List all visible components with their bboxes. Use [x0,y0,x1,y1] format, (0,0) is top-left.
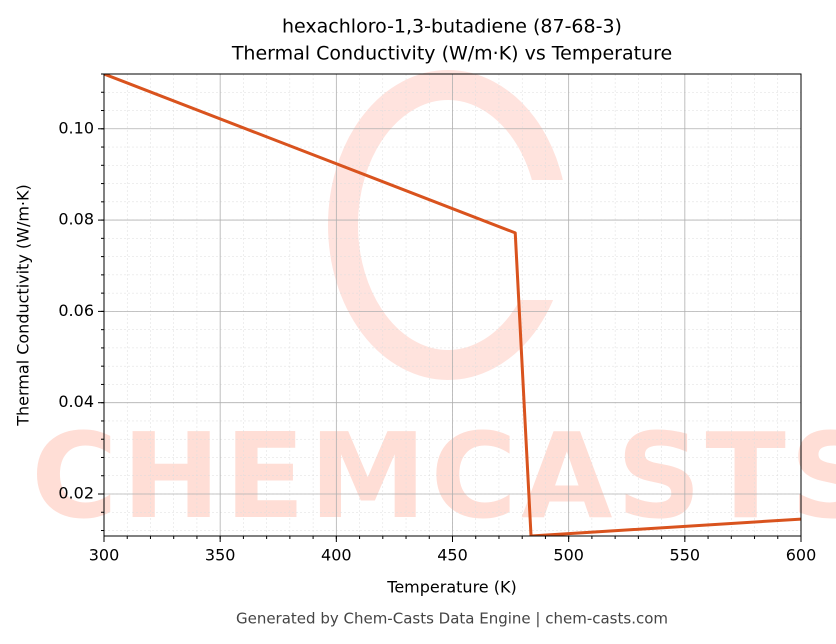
data-line [104,74,801,536]
y-axis-label: Thermal Conductivity (W/m·K) [14,184,33,427]
x-tick-label: 400 [321,546,352,565]
plot-frame [103,73,802,537]
x-tick-label: 500 [553,546,584,565]
watermark: CHEMCASTS [31,407,836,545]
x-tick-label: 350 [205,546,236,565]
y-tick-label: 0.02 [58,484,94,503]
chart-subtitle: Thermal Conductivity (W/m·K) vs Temperat… [231,43,672,65]
x-tick-label: 550 [670,546,701,565]
x-tick-label: 450 [437,546,468,565]
y-tick-label: 0.08 [58,210,94,229]
y-tick-label: 0.10 [58,118,94,137]
x-axis-label: Temperature (K) [386,578,516,597]
watermark-logo [328,70,580,380]
x-tick-label: 300 [89,546,120,565]
y-tick-label: 0.06 [58,301,94,320]
chart-title: hexachloro-1,3-butadiene (87-68-3) [282,16,622,38]
y-tick-label: 0.04 [58,392,94,411]
x-tick-label: 600 [786,546,817,565]
footer: Generated by Chem-Casts Data Engine | ch… [236,610,668,628]
